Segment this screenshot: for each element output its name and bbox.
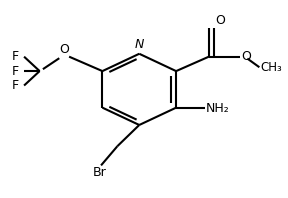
Text: F: F [12,79,19,92]
Text: CH₃: CH₃ [261,61,283,74]
Text: O: O [59,43,69,56]
Text: NH₂: NH₂ [206,102,230,115]
Text: F: F [12,50,19,63]
Text: F: F [12,65,19,78]
Text: N: N [134,38,144,51]
Text: O: O [215,14,225,27]
Text: Br: Br [93,166,107,179]
Text: O: O [242,50,251,63]
